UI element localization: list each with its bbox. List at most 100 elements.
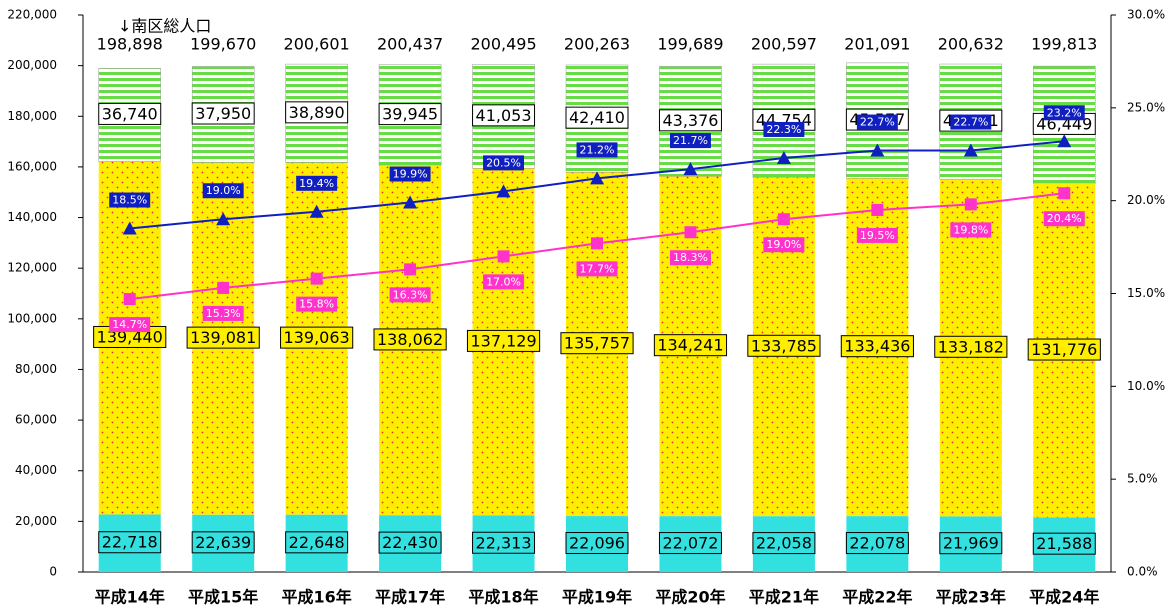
marker — [870, 143, 885, 157]
data-label-box — [483, 274, 525, 290]
data-label-box — [669, 250, 711, 266]
marker — [963, 143, 978, 157]
data-label-text: 22,639 — [195, 533, 251, 552]
y2-tick-label: 5.0% — [1127, 472, 1158, 486]
data-label: 18.5% — [109, 192, 151, 208]
total-label: 200,495 — [470, 35, 536, 54]
data-label: 23.2% — [1043, 105, 1085, 121]
data-label: 17.7% — [576, 261, 618, 277]
data-label-box — [950, 114, 992, 130]
data-label-text: 22,313 — [476, 533, 532, 552]
data-label: 133,182 — [934, 335, 1008, 358]
data-label-box — [378, 103, 442, 126]
data-label-box — [856, 227, 898, 243]
data-label: 133,785 — [747, 334, 821, 357]
data-label-box — [389, 166, 431, 182]
data-label: 19.9% — [389, 166, 431, 182]
data-label-text: 19.4% — [299, 177, 334, 190]
data-label: 139,081 — [186, 326, 260, 349]
marker — [310, 272, 323, 285]
data-label-box — [653, 334, 728, 357]
data-label-text: 19.0% — [206, 184, 241, 197]
x-tick-label: 平成18年 — [468, 588, 538, 607]
data-label-text: 37,950 — [195, 104, 251, 123]
data-label-text: 22.7% — [953, 116, 988, 129]
data-label: 17.0% — [483, 274, 525, 290]
data-label-box — [845, 532, 909, 555]
y-tick-label: 220,000 — [7, 8, 57, 22]
marker — [1057, 134, 1072, 148]
marker — [122, 221, 137, 235]
y-tick-label: 0 — [49, 565, 57, 579]
data-label-box — [752, 532, 816, 555]
data-label-text: 133,182 — [938, 337, 1004, 356]
data-label: 131,776 — [1027, 338, 1101, 361]
data-label: 22,096 — [565, 532, 629, 555]
data-label-text: 22,430 — [382, 533, 438, 552]
data-label-text: 133,436 — [844, 337, 910, 356]
data-label: 22.3% — [763, 121, 805, 137]
marker — [123, 293, 136, 306]
data-label: 22.7% — [950, 114, 992, 130]
data-label-box — [658, 109, 722, 132]
data-label: 21,588 — [1032, 532, 1096, 555]
y2-tick-label: 25.0% — [1127, 100, 1165, 114]
data-label: 15.3% — [202, 305, 244, 321]
data-label-box — [202, 305, 244, 321]
data-label-box — [285, 101, 349, 124]
data-label-box — [98, 102, 162, 125]
data-label-box — [280, 326, 354, 349]
marker — [497, 250, 510, 263]
data-label-box — [840, 335, 914, 358]
data-label-box — [565, 106, 629, 129]
data-label-text: 137,129 — [470, 331, 536, 350]
x-tick-label: 平成14年 — [95, 588, 165, 607]
y-tick-label: 20,000 — [15, 514, 57, 528]
data-label-text: 23.2% — [1047, 106, 1082, 119]
data-label: 138,062 — [373, 328, 447, 351]
y2-tick-label: 20.0% — [1127, 193, 1165, 207]
data-label-box — [763, 121, 805, 137]
data-label-text: 22,058 — [756, 534, 812, 553]
total-label: 200,263 — [564, 35, 630, 54]
data-label-box — [378, 531, 442, 554]
data-label-box — [1043, 105, 1085, 121]
data-label: 22,058 — [752, 532, 816, 555]
data-label: 19.4% — [296, 175, 338, 191]
data-label: 42,410 — [565, 106, 629, 129]
data-label-box — [466, 329, 541, 352]
data-label-box — [472, 104, 536, 127]
data-label: 22,313 — [472, 531, 536, 554]
data-label: 22,718 — [98, 531, 162, 554]
data-label: 38,890 — [285, 101, 349, 124]
data-label-text: 16.3% — [393, 288, 428, 301]
data-label: 21.7% — [669, 133, 711, 149]
y-tick-label: 140,000 — [7, 210, 57, 224]
data-label-box — [202, 183, 244, 199]
data-label-text: 21.2% — [580, 143, 615, 156]
data-label-text: 15.3% — [206, 307, 241, 320]
data-label-text: 21,969 — [943, 534, 999, 553]
data-label: 133,436 — [840, 335, 914, 358]
marker — [964, 198, 977, 211]
data-label-box — [856, 114, 898, 130]
data-label-text: 36,740 — [102, 104, 158, 123]
total-label: 199,813 — [1031, 35, 1097, 54]
data-label-text: 19.0% — [766, 238, 801, 251]
data-label-text: 39,945 — [382, 105, 438, 124]
data-label-text: 15.8% — [299, 298, 334, 311]
data-label: 135,757 — [560, 332, 634, 355]
data-label-text: 17.7% — [580, 262, 615, 275]
y-tick-label: 60,000 — [15, 413, 57, 427]
total-label: 200,597 — [751, 35, 817, 54]
data-label: 137,129 — [466, 329, 541, 352]
data-label-box — [950, 222, 992, 238]
data-label-text: 19.9% — [393, 168, 428, 181]
data-label-text: 22,718 — [102, 533, 158, 552]
data-label-box — [658, 532, 722, 555]
y2-tick-label: 15.0% — [1127, 286, 1165, 300]
data-label-text: 17.0% — [486, 275, 521, 288]
data-label: 16.3% — [389, 287, 431, 303]
data-label-box — [1032, 532, 1096, 555]
data-label-box — [1027, 338, 1101, 361]
